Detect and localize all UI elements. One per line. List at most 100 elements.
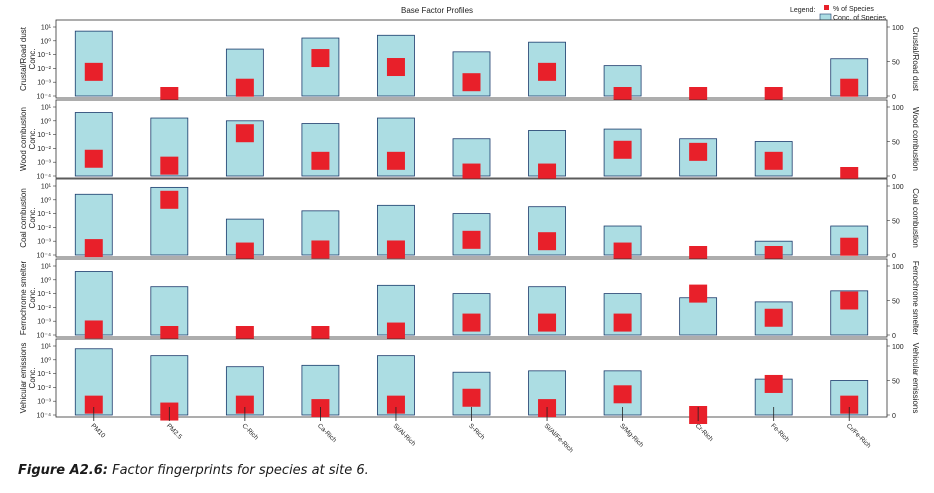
right-axis-label: Wood combustion (911, 107, 920, 171)
x-tick-label: Cr-Rich (694, 422, 715, 443)
x-tick-label: Si/Al/Fe-Rich (543, 422, 575, 454)
percent-marker (311, 49, 330, 68)
percent-marker (235, 395, 254, 414)
caption-text: Factor fingerprints for species at site … (112, 463, 369, 478)
x-tick-label: Si/Al-Rich (392, 422, 417, 447)
percent-marker (462, 388, 481, 407)
right-axis-label: Crustal/Road dust (911, 27, 920, 92)
left-tick-label: 10¹ (41, 25, 52, 32)
left-tick-label: 10⁻⁴ (37, 253, 52, 260)
percent-marker (386, 58, 405, 77)
factor-panel: 10¹ 10⁰ 10⁻¹ 10⁻² 10⁻³ 10⁻⁴ 100 50 0 Wood combust… (19, 99, 920, 185)
left-tick-label: 10¹ (41, 184, 52, 191)
x-tick-label: S-Rich (467, 422, 486, 441)
left-tick-label: 10⁻² (37, 225, 51, 232)
x-tick-label: Fe-Rich (769, 422, 790, 443)
conc-bar (528, 41, 566, 97)
left-axis-unit: Conc. (28, 208, 37, 229)
percent-marker (613, 313, 632, 332)
legend-percent-label: % of Species (833, 6, 874, 13)
x-tick-label: PM10 (89, 422, 106, 439)
right-tick-label: 0 (892, 413, 896, 420)
percent-marker (311, 151, 330, 170)
factor-panel: 10¹ 10⁰ 10⁻¹ 10⁻² 10⁻³ 10⁻⁴ 100 50 0 Coal combust… (19, 178, 920, 264)
percent-marker (538, 313, 557, 332)
left-tick-label: 10¹ (41, 344, 52, 351)
left-tick-label: 10⁻¹ (37, 52, 51, 59)
right-axis-label: Coal combustion (911, 188, 920, 248)
conc-bar (679, 297, 718, 336)
left-axis-label: Vehicular emissions (19, 343, 28, 414)
left-axis-unit: Conc. (28, 49, 37, 70)
percent-marker (613, 140, 632, 159)
left-tick-label: 10⁻¹ (37, 211, 51, 218)
x-tick-label: PM2.5 (165, 422, 184, 441)
legend-title: Legend: (790, 7, 815, 14)
x-tick-label: C-Rich (240, 422, 259, 441)
left-tick-label: 10⁻⁴ (37, 413, 52, 420)
left-tick-label: 10⁻³ (37, 80, 51, 87)
x-tick-label: Ca-Rich (316, 422, 338, 444)
left-axis-label: Crustal/Road dust (19, 26, 28, 91)
right-tick-label: 50 (892, 60, 900, 67)
percent-marker (840, 395, 859, 414)
left-tick-label: 10⁻³ (37, 319, 51, 326)
left-axis-label: Wood combustion (19, 107, 28, 171)
figure-caption: Figure A2.6: Factor fingerprints for spe… (18, 463, 369, 478)
left-tick-label: 10⁰ (40, 196, 51, 204)
right-tick-label: 0 (892, 333, 896, 340)
left-tick-label: 10⁻¹ (37, 291, 51, 298)
left-tick-label: 10⁰ (40, 356, 51, 364)
left-tick-label: 10⁻⁴ (37, 174, 52, 181)
legend-conc-swatch (819, 13, 832, 21)
percent-marker (235, 78, 254, 97)
left-axis-unit: Conc. (28, 129, 37, 150)
right-tick-label: 50 (892, 299, 900, 306)
right-axis-label: Vehicular emissions (911, 343, 920, 414)
right-tick-label: 100 (892, 105, 904, 112)
right-tick-label: 100 (892, 25, 904, 32)
percent-marker (386, 395, 405, 414)
left-axis-unit: Conc. (28, 288, 37, 309)
legend-conc-label: Conc. of Species (833, 15, 886, 22)
x-tick-label: Cr/Fe-Rich (845, 422, 872, 449)
percent-marker (84, 62, 103, 81)
left-tick-label: 10⁻² (37, 146, 51, 153)
legend: Legend: % of Species Conc. of Species (790, 5, 886, 22)
right-tick-label: 50 (892, 140, 900, 147)
percent-marker (235, 124, 254, 143)
percent-marker (311, 240, 330, 259)
left-tick-label: 10⁰ (40, 276, 51, 284)
right-tick-label: 100 (892, 264, 904, 271)
percent-marker (538, 232, 557, 251)
percent-marker (538, 163, 557, 182)
percent-marker (84, 239, 103, 258)
left-tick-label: 10⁻³ (37, 399, 51, 406)
percent-marker (386, 151, 405, 170)
left-tick-label: 10⁻² (37, 385, 51, 392)
left-axis-label: Coal combustion (19, 188, 28, 248)
percent-marker (462, 313, 481, 332)
percent-marker (84, 320, 103, 339)
factor-panel: 10¹ 10⁰ 10⁻¹ 10⁻² 10⁻³ 10⁻⁴ 100 50 0 Crustal/Road… (19, 19, 920, 105)
right-tick-label: 0 (892, 94, 896, 101)
legend-percent-swatch (824, 5, 829, 10)
left-tick-label: 10⁻² (37, 66, 51, 73)
percent-marker (235, 242, 254, 261)
right-tick-label: 50 (892, 379, 900, 386)
left-tick-label: 10⁻¹ (37, 371, 51, 378)
percent-marker (386, 240, 405, 259)
percent-marker (840, 291, 859, 310)
left-tick-label: 10¹ (41, 264, 52, 271)
left-axis-label: Ferrochrome smelter (19, 261, 28, 336)
percent-marker (462, 163, 481, 182)
chart-title: Base Factor Profiles (401, 6, 473, 15)
percent-marker (764, 374, 783, 393)
left-axis-unit: Conc. (28, 368, 37, 389)
left-tick-label: 10⁻⁴ (37, 333, 52, 340)
left-tick-label: 10⁰ (40, 37, 51, 45)
percent-marker (613, 385, 632, 404)
percent-marker (538, 62, 557, 81)
percent-marker (84, 395, 103, 414)
